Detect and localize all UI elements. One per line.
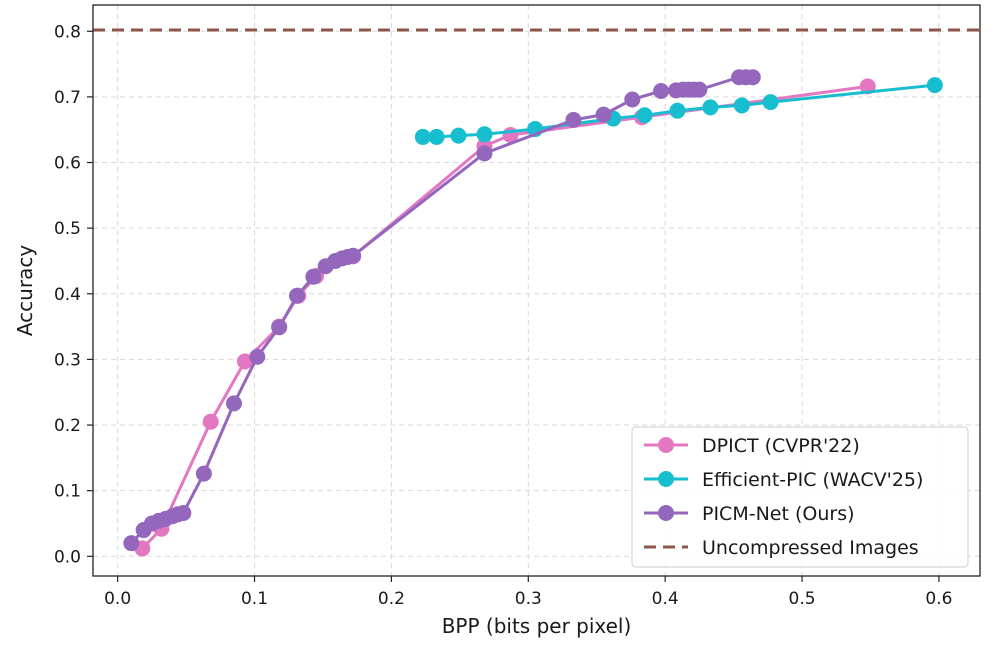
x-tick-label: 0.2 [378, 589, 405, 609]
data-point [305, 268, 322, 285]
data-point [653, 82, 670, 99]
data-point [476, 145, 493, 162]
x-tick-label: 0.3 [515, 589, 542, 609]
y-tick-label: 0.5 [54, 219, 81, 239]
data-point [123, 535, 140, 552]
legend: DPICT (CVPR'22) Efficient-PIC (WACV'25) PI… [631, 426, 969, 568]
data-point [271, 319, 288, 336]
data-point [669, 102, 686, 119]
data-point [249, 348, 266, 365]
data-point [733, 97, 750, 114]
data-point [345, 247, 362, 264]
x-tick-label: 0.6 [925, 589, 952, 609]
x-tick-label: 0.5 [789, 589, 816, 609]
data-point [428, 128, 445, 145]
data-point [926, 77, 943, 94]
legend-swatch-marker [658, 505, 674, 521]
data-point [175, 504, 192, 521]
y-tick-label: 0.8 [54, 22, 81, 42]
y-tick-label: 0.0 [54, 547, 81, 567]
series-1 [414, 77, 943, 145]
y-tick-label: 0.4 [54, 285, 81, 305]
legend-swatch-marker [658, 471, 674, 487]
data-point [202, 413, 219, 430]
y-tick-label: 0.1 [54, 482, 81, 502]
data-point [225, 395, 242, 412]
data-point [702, 99, 719, 116]
x-axis-label: BPP (bits per pixel) [442, 614, 632, 638]
data-point [288, 287, 305, 304]
data-point [624, 91, 641, 108]
x-tick-label: 0.0 [104, 589, 131, 609]
data-point [450, 127, 467, 144]
y-tick-label: 0.7 [54, 88, 81, 108]
plot-frame [92, 4, 981, 577]
data-point [762, 94, 779, 111]
data-series [123, 69, 943, 557]
y-tick-label: 0.2 [54, 416, 81, 436]
legend-label: PICM-Net (Ours) [702, 503, 855, 525]
y-tick-label: 0.3 [54, 350, 81, 370]
data-point [595, 106, 612, 123]
legend-label: DPICT (CVPR'22) [702, 435, 860, 457]
data-point [476, 126, 493, 143]
data-point [236, 353, 253, 370]
data-point [636, 107, 653, 124]
legend-swatch-marker [658, 437, 674, 453]
data-point [195, 465, 212, 482]
legend-box [631, 426, 969, 568]
y-tick-label: 0.6 [54, 154, 81, 174]
data-point [691, 81, 708, 98]
data-point [565, 111, 582, 128]
legend-label: Uncompressed Images [702, 537, 919, 559]
legend-label: Efficient-PIC (WACV'25) [702, 469, 923, 491]
x-tick-label: 0.4 [652, 589, 679, 609]
data-point [414, 128, 431, 145]
x-tick-label: 0.1 [241, 589, 268, 609]
y-axis-label: Accuracy [13, 245, 37, 336]
data-point [744, 69, 761, 86]
axis-ticks: 0.0 0.1 0.2 0.3 0.4 0.5 0.6 0.0 0.1 0.2 0.3 0.4 0.5 0… [54, 22, 953, 609]
series-2 [123, 69, 761, 552]
